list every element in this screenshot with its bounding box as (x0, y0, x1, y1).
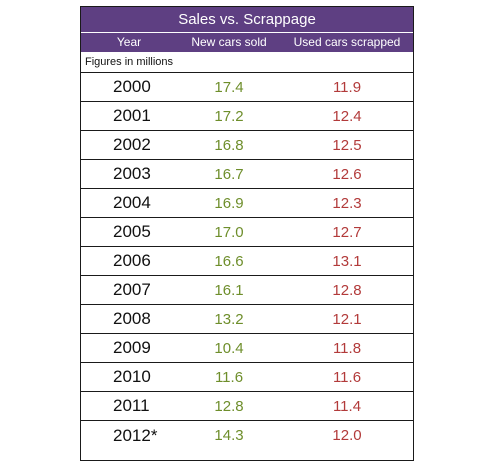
cell-new-cars-sold: 10.4 (214, 339, 244, 357)
cell-year: 2011 (113, 396, 150, 415)
table-row: 2000 17.4 11.9 (81, 73, 413, 102)
cell-year: 2012* (113, 425, 158, 445)
cell-year: 2010 (113, 367, 151, 386)
table-row: 2003 16.7 12.6 (81, 160, 413, 189)
cell-used-cars-scrapped: 11.8 (332, 339, 362, 357)
cell-new-cars-sold: 17.2 (214, 107, 244, 125)
cell-year: 2002 (113, 135, 151, 154)
cell-used-cars-scrapped: 11.6 (332, 368, 362, 386)
cell-year: 2001 (113, 106, 151, 125)
table-row: 2001 17.2 12.4 (81, 102, 413, 131)
cell-year: 2007 (113, 280, 151, 299)
cell-year: 2009 (113, 338, 151, 357)
column-header-row: Year New cars sold Used cars scrapped (81, 33, 413, 52)
units-note: Figures in millions (81, 52, 413, 73)
cell-new-cars-sold: 17.4 (214, 78, 244, 96)
table-body: 2000 17.4 11.9 2001 17.2 12.4 2002 16.8 12.5 2003… (81, 73, 413, 450)
table-title: Sales vs. Scrappage (81, 7, 413, 33)
cell-new-cars-sold: 12.8 (214, 397, 244, 415)
table-row: 2012* 14.3 12.0 (81, 421, 413, 450)
cell-used-cars-scrapped: 12.0 (332, 427, 362, 444)
cell-used-cars-scrapped: 12.7 (332, 223, 362, 241)
cell-new-cars-sold: 14.3 (214, 427, 244, 444)
table-row: 2010 11.6 11.6 (81, 363, 413, 392)
cell-new-cars-sold: 17.0 (214, 223, 244, 241)
table-row: 2008 13.2 12.1 (81, 305, 413, 334)
table-row: 2007 16.1 12.8 (81, 276, 413, 305)
cell-year: 2005 (113, 222, 151, 241)
table-row: 2009 10.4 11.8 (81, 334, 413, 363)
cell-new-cars-sold: 13.2 (214, 310, 244, 328)
cell-new-cars-sold: 16.8 (214, 136, 244, 154)
cell-new-cars-sold: 16.1 (214, 281, 244, 299)
cell-used-cars-scrapped: 12.6 (332, 165, 362, 183)
table-row: 2006 16.6 13.1 (81, 247, 413, 276)
cell-new-cars-sold: 16.9 (214, 194, 244, 212)
cell-used-cars-scrapped: 11.4 (332, 397, 362, 415)
column-header-used-cars-scrapped: Used cars scrapped (293, 35, 401, 49)
table-row: 2002 16.8 12.5 (81, 131, 413, 160)
table-row: 2004 16.9 12.3 (81, 189, 413, 218)
cell-year: 2003 (113, 164, 151, 183)
cell-year: 2000 (113, 77, 151, 96)
cell-used-cars-scrapped: 12.8 (332, 281, 362, 299)
cell-used-cars-scrapped: 12.5 (332, 136, 362, 154)
cell-new-cars-sold: 16.7 (214, 165, 244, 183)
cell-used-cars-scrapped: 12.3 (332, 194, 362, 212)
cell-new-cars-sold: 11.6 (214, 368, 244, 386)
column-header-year: Year (116, 35, 142, 49)
cell-used-cars-scrapped: 12.1 (332, 310, 362, 328)
cell-used-cars-scrapped: 12.4 (332, 107, 362, 125)
cell-used-cars-scrapped: 11.9 (332, 78, 362, 96)
sales-scrappage-table: Sales vs. Scrappage Year New cars sold U… (80, 6, 414, 461)
cell-new-cars-sold: 16.6 (214, 252, 244, 270)
column-header-new-cars-sold: New cars sold (191, 35, 267, 49)
cell-year: 2004 (113, 193, 151, 212)
table-row: 2005 17.0 12.7 (81, 218, 413, 247)
cell-used-cars-scrapped: 13.1 (332, 252, 362, 270)
table-row: 2011 12.8 11.4 (81, 392, 413, 421)
cell-year: 2008 (113, 309, 151, 328)
cell-year: 2006 (113, 251, 151, 270)
